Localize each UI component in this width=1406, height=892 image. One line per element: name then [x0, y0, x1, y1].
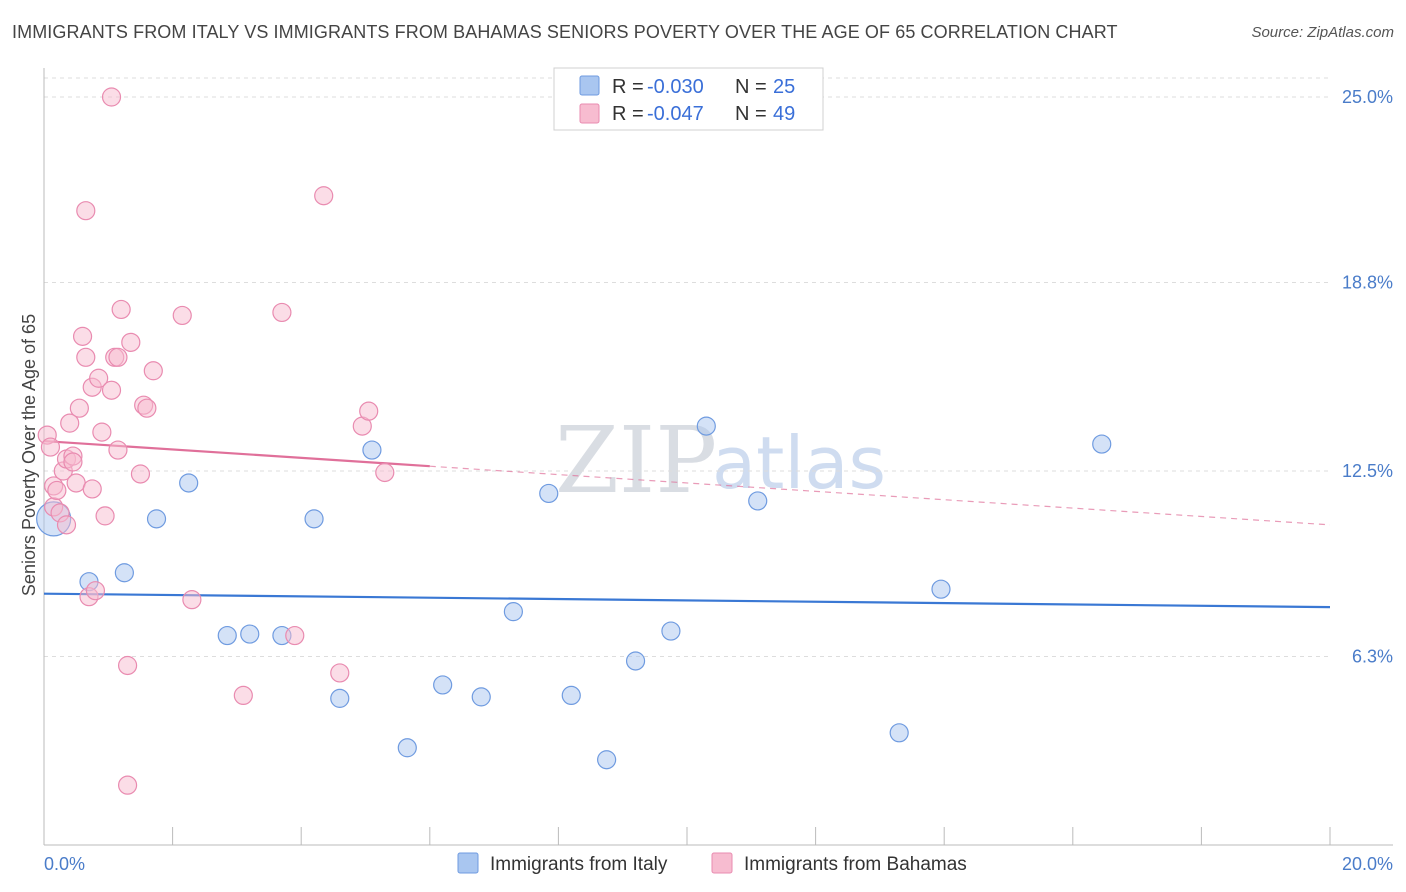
point-italy-19 [661, 621, 681, 641]
legend-n-label-italy: N = [735, 76, 767, 98]
trend-lines [43, 439, 1331, 609]
point-italy-17 [597, 750, 617, 770]
point-italy-11 [397, 738, 417, 758]
point-italy-6 [240, 624, 260, 644]
y-axis-label: Seniors Poverty Over the Age of 65 [19, 314, 39, 596]
point-bahamas-19 [82, 479, 102, 499]
point-bahamas-46 [375, 462, 395, 483]
point-bahamas-8 [56, 515, 77, 535]
point-bahamas-21 [89, 368, 109, 388]
legend-swatch-bahamas [579, 103, 600, 124]
stats-legend: R = -0.030 N = 25 R = -0.047 N = 49 [553, 67, 824, 131]
x-tick-label-1: 20.0% [1342, 854, 1393, 874]
point-bahamas-31 [117, 775, 138, 795]
chart-title: IMMIGRANTS FROM ITALY VS IMMIGRANTS FROM… [12, 22, 1118, 42]
y-tick-label-1: 12.5% [1342, 461, 1393, 481]
point-bahamas-30 [117, 655, 138, 676]
series-legend-label-bahamas: Immigrants from Bahamas [744, 854, 967, 875]
point-italy-23 [931, 579, 951, 599]
point-bahamas-13 [69, 398, 89, 418]
point-bahamas-25 [101, 380, 122, 400]
point-italy-10 [362, 440, 382, 460]
point-bahamas-20 [85, 581, 106, 601]
point-italy-20 [696, 416, 716, 436]
legend-n-value-italy: 25 [773, 76, 795, 98]
x-tick-labels: 0.0% 20.0% [44, 854, 1393, 874]
point-bahamas-16 [76, 201, 96, 221]
point-bahamas-24 [101, 87, 122, 107]
point-bahamas-23 [95, 506, 115, 526]
point-bahamas-27 [108, 347, 128, 367]
data-points [36, 87, 1112, 795]
point-bahamas-33 [130, 464, 151, 484]
point-bahamas-39 [233, 685, 253, 706]
point-bahamas-15 [76, 347, 96, 367]
legend-r-value-bahamas: -0.047 [647, 103, 704, 125]
legend-swatch-italy [579, 75, 600, 96]
point-italy-13 [471, 687, 491, 707]
point-italy-3 [146, 509, 167, 529]
legend-r-value-italy: -0.030 [647, 76, 704, 98]
legend-n-label-bahamas: N = [735, 103, 767, 125]
point-bahamas-28 [108, 440, 128, 460]
trend-line-extension-bahamas [429, 465, 1331, 526]
point-italy-12 [433, 675, 453, 695]
legend-r-label-italy: R = [612, 76, 644, 98]
point-italy-2 [114, 563, 134, 583]
watermark-zip: ZIP [555, 407, 717, 514]
series-legend-label-italy: Immigrants from Italy [490, 854, 668, 875]
watermark-atlas: atlas [712, 421, 886, 505]
point-italy-4 [179, 473, 199, 493]
trend-line-italy [43, 592, 1331, 609]
series-legend-swatch-italy [457, 852, 479, 874]
point-bahamas-38 [182, 590, 202, 610]
point-bahamas-35 [137, 398, 157, 418]
point-bahamas-9 [60, 413, 80, 433]
point-bahamas-22 [92, 422, 112, 442]
x-tick-label-0: 0.0% [44, 854, 85, 874]
trend-line-bahamas [43, 439, 430, 468]
point-bahamas-12 [66, 473, 86, 493]
source-credit: Source: ZipAtlas.com [1251, 24, 1394, 41]
point-bahamas-45 [359, 401, 379, 421]
y-tick-label-0: 6.3% [1352, 647, 1393, 667]
y-tick-labels: 6.3% 12.5% 18.8% 25.0% [1342, 87, 1393, 667]
series-legend-swatch-bahamas [711, 852, 733, 874]
point-bahamas-11 [63, 452, 83, 472]
point-italy-21 [748, 491, 768, 511]
point-bahamas-4 [47, 480, 67, 501]
point-bahamas-36 [143, 361, 163, 381]
point-bahamas-1 [40, 437, 61, 457]
point-bahamas-40 [272, 302, 292, 323]
y-tick-label-2: 18.8% [1342, 273, 1393, 293]
series-legend: Immigrants from Italy Immigrants from Ba… [457, 852, 967, 875]
point-italy-18 [625, 651, 646, 671]
point-bahamas-14 [72, 326, 93, 346]
point-bahamas-32 [121, 332, 141, 352]
point-italy-5 [217, 625, 237, 646]
point-bahamas-43 [330, 663, 350, 683]
axes [43, 68, 1393, 846]
point-bahamas-29 [111, 299, 131, 320]
point-italy-22 [889, 723, 909, 743]
point-italy-9 [330, 688, 350, 708]
point-italy-16 [561, 685, 581, 706]
point-italy-24 [1092, 434, 1112, 454]
grid [44, 77, 1330, 658]
point-italy-8 [304, 509, 324, 529]
point-italy-15 [539, 483, 559, 504]
watermark: ZIP atlas [555, 407, 886, 514]
point-bahamas-42 [314, 186, 334, 206]
point-bahamas-41 [285, 625, 305, 646]
y-tick-label-3: 25.0% [1342, 87, 1393, 107]
legend-r-label-bahamas: R = [612, 103, 644, 125]
legend-n-value-bahamas: 49 [773, 103, 795, 125]
point-bahamas-37 [172, 305, 192, 326]
point-italy-14 [503, 602, 523, 622]
